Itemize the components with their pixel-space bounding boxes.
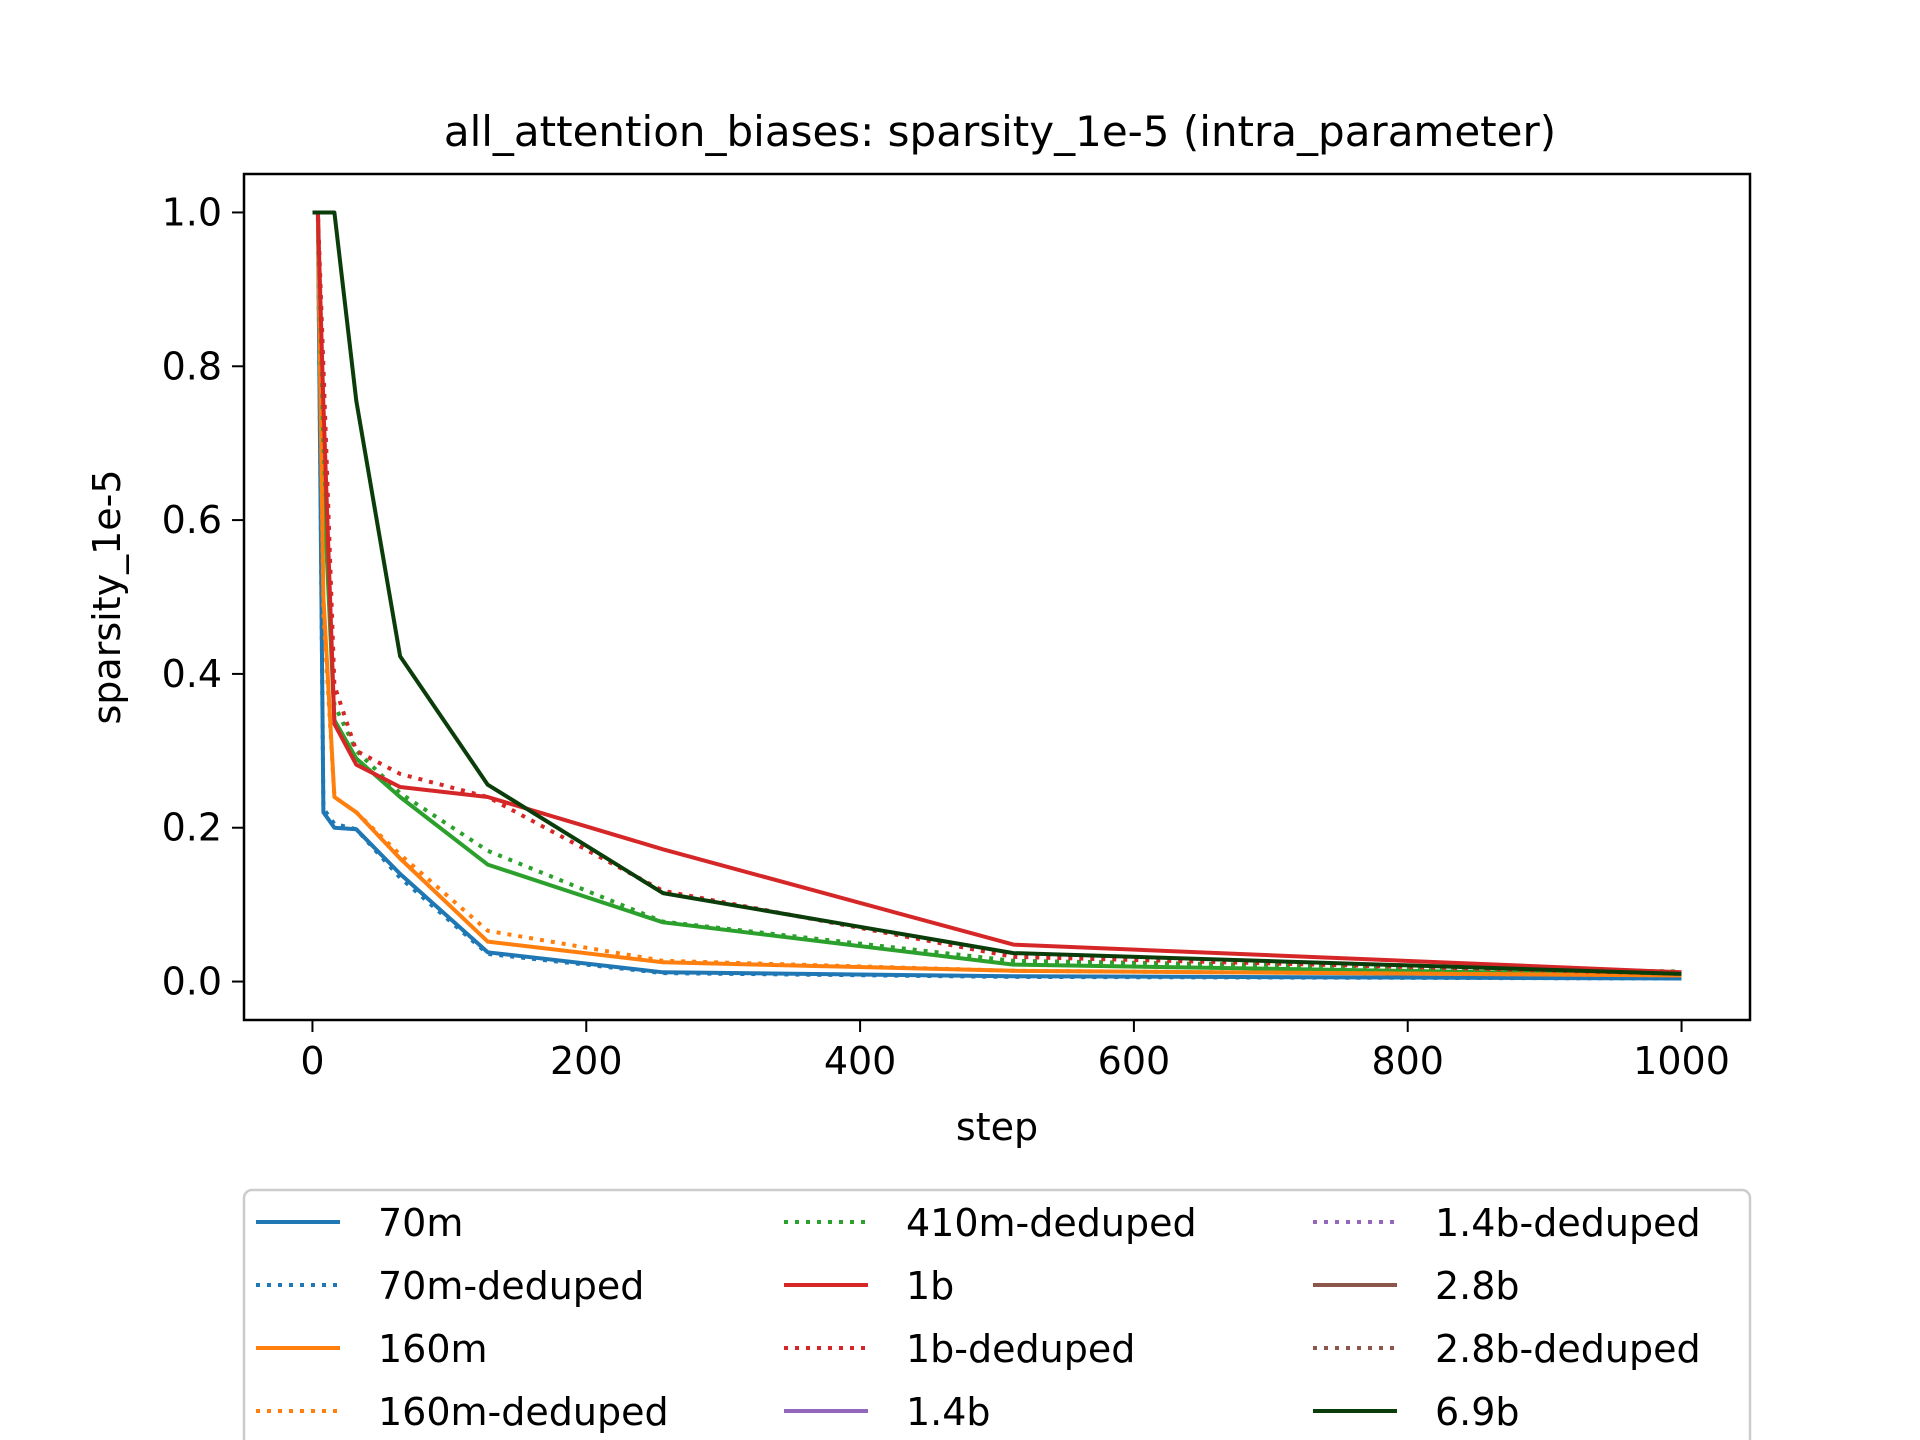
chart-title: all_attention_biases: sparsity_1e-5 (int… — [444, 107, 1556, 156]
legend-entries: 70m 70m-deduped 160m 160m-deduped 410m-dedup… — [256, 1201, 1701, 1434]
legend-label-70m-deduped: 70m-deduped — [378, 1264, 644, 1308]
x-axis-ticks: 0 200 400 600 800 1000 — [300, 1020, 1730, 1083]
legend-label-70m: 70m — [378, 1201, 463, 1245]
x-tick-label: 400 — [824, 1039, 897, 1083]
legend-box — [242, 1188, 1752, 1440]
legend-label-1-4b: 1.4b — [906, 1390, 991, 1434]
x-tick-label: 600 — [1098, 1039, 1171, 1083]
legend-label-1-4b-deduped: 1.4b-deduped — [1435, 1201, 1701, 1245]
y-tick-label: 1.0 — [162, 190, 222, 234]
legend-label-160m: 160m — [378, 1327, 488, 1371]
legend-label-6-9b: 6.9b — [1435, 1390, 1520, 1434]
legend-label-160m-deduped: 160m-deduped — [378, 1390, 669, 1434]
x-tick-label: 200 — [550, 1039, 623, 1083]
y-tick-label: 0.8 — [162, 344, 222, 388]
legend: 70m 70m-deduped 160m 160m-deduped 410m-dedup… — [242, 1188, 1752, 1440]
y-tick-label: 0.6 — [162, 498, 222, 542]
y-tick-label: 0.4 — [162, 652, 222, 696]
plot-lines — [311, 210, 1682, 981]
y-axis-ticks: 0.0 0.2 0.4 0.6 0.8 1.0 — [162, 190, 244, 1004]
series-line-6-9b — [311, 210, 1682, 976]
legend-label-1b-deduped: 1b-deduped — [906, 1327, 1135, 1371]
y-tick-label: 0.0 — [162, 960, 222, 1004]
legend-label-2-8b: 2.8b — [1435, 1264, 1520, 1308]
y-axis-label: sparsity_1e-5 — [85, 469, 129, 724]
x-tick-label: 800 — [1371, 1039, 1444, 1083]
legend-label-410m-deduped: 410m-deduped — [906, 1201, 1197, 1245]
legend-label-2-8b-deduped: 2.8b-deduped — [1435, 1327, 1701, 1371]
x-tick-label: 0 — [300, 1039, 324, 1083]
axes-frame — [242, 172, 1752, 1022]
x-axis-label: step — [956, 1105, 1038, 1149]
legend-label-1b: 1b — [906, 1264, 954, 1308]
x-tick-label: 1000 — [1633, 1039, 1730, 1083]
y-tick-label: 0.2 — [162, 806, 222, 850]
